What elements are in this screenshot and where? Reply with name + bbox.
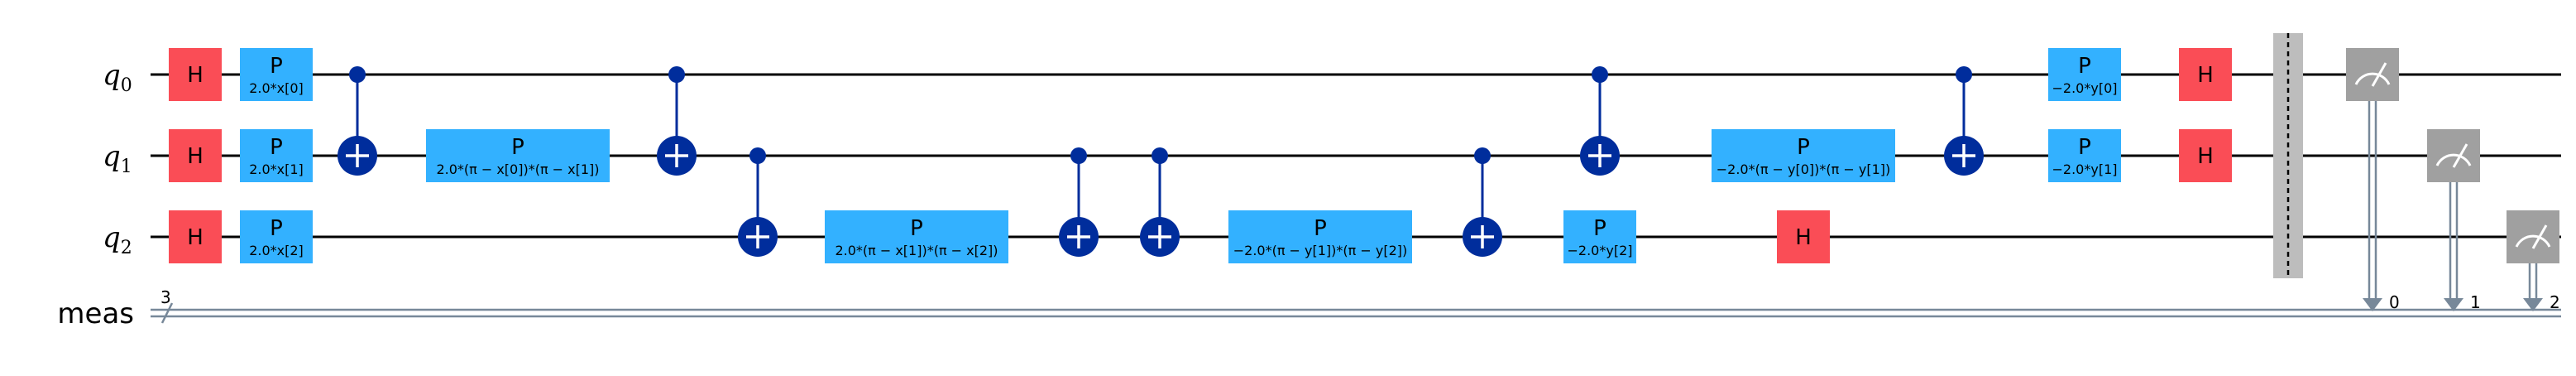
measure-bit-index: 2	[2550, 292, 2560, 312]
measure-meter-icon	[2515, 234, 2551, 248]
measure-needle	[2531, 224, 2548, 249]
gate-parameter: 2.0*x[2]	[249, 243, 304, 258]
h-gate[interactable]	[169, 210, 222, 263]
measure-arrow	[2444, 298, 2463, 311]
gate-name: P	[1593, 216, 1606, 241]
phase-gate[interactable]	[426, 129, 610, 182]
h-gate[interactable]	[1777, 210, 1830, 263]
phase-gate[interactable]	[2048, 48, 2121, 101]
gate-parameter: −2.0*y[1]	[2052, 161, 2118, 177]
phase-gate[interactable]	[2048, 129, 2121, 182]
cnot-control-dot[interactable]	[1070, 147, 1087, 164]
measure-arrow	[2363, 298, 2382, 311]
gate-name: H	[2197, 63, 2214, 88]
phase-gate[interactable]	[1228, 210, 1412, 263]
measure-arrow	[2523, 298, 2543, 311]
cnot-control-dot[interactable]	[749, 147, 766, 164]
qubit-label: q2	[103, 221, 132, 258]
gate-name: P	[1797, 135, 1810, 160]
gate-name: P	[270, 135, 283, 160]
phase-gate[interactable]	[240, 48, 313, 101]
gate-name: H	[187, 225, 203, 250]
gate-name: H	[2197, 144, 2214, 169]
gate-parameter: 2.0*(π − x[0])*(π − x[1])	[436, 161, 599, 177]
register-size: 3	[160, 287, 171, 307]
measure-needle	[2371, 62, 2387, 87]
gate-name: P	[270, 54, 283, 79]
measure-bit-index: 1	[2470, 292, 2481, 312]
h-gate[interactable]	[169, 48, 222, 101]
h-gate[interactable]	[2179, 129, 2232, 182]
gate-parameter: −2.0*y[0]	[2052, 80, 2118, 96]
cnot-control-dot[interactable]	[1152, 147, 1168, 164]
gate-parameter: 2.0*x[0]	[249, 80, 304, 96]
measure-meter-icon	[2354, 72, 2391, 85]
gate-name: P	[1314, 216, 1327, 241]
gate-parameter: 2.0*x[1]	[249, 161, 304, 177]
gate-name: P	[2078, 135, 2091, 160]
cnot-control-dot[interactable]	[1474, 147, 1491, 164]
gate-name: H	[187, 63, 203, 88]
measure-bit-index: 0	[2389, 292, 2400, 312]
measure-needle	[2452, 143, 2468, 168]
gate-parameter: −2.0*y[2]	[1568, 243, 1633, 258]
gate-parameter: −2.0*(π − y[0])*(π − y[1])	[1717, 161, 1891, 177]
phase-gate[interactable]	[1712, 129, 1895, 182]
phase-gate[interactable]	[1563, 210, 1636, 263]
measure-meter-icon	[2435, 153, 2472, 166]
phase-gate[interactable]	[240, 129, 313, 182]
phase-gate[interactable]	[240, 210, 313, 263]
qubit-label: q1	[103, 140, 132, 177]
gate-parameter: 2.0*(π − x[1])*(π − x[2])	[835, 243, 998, 258]
h-gate[interactable]	[2179, 48, 2232, 101]
cnot-control-dot[interactable]	[1592, 66, 1608, 83]
qubit-label: q0	[103, 59, 132, 96]
h-gate[interactable]	[169, 129, 222, 182]
cnot-control-dot[interactable]	[668, 66, 685, 83]
cnot-control-dot[interactable]	[349, 66, 366, 83]
gate-name: P	[511, 135, 524, 160]
gate-name: P	[2078, 54, 2091, 79]
phase-gate[interactable]	[825, 210, 1008, 263]
gate-parameter: −2.0*(π − y[1])*(π − y[2])	[1233, 243, 1408, 258]
gate-name: P	[270, 216, 283, 241]
gate-name: H	[1795, 225, 1812, 250]
gate-name: H	[187, 144, 203, 169]
gate-name: P	[910, 216, 923, 241]
classical-register-label: meas	[57, 297, 134, 330]
register-size-slash	[160, 302, 174, 324]
cnot-control-dot[interactable]	[1956, 66, 1972, 83]
